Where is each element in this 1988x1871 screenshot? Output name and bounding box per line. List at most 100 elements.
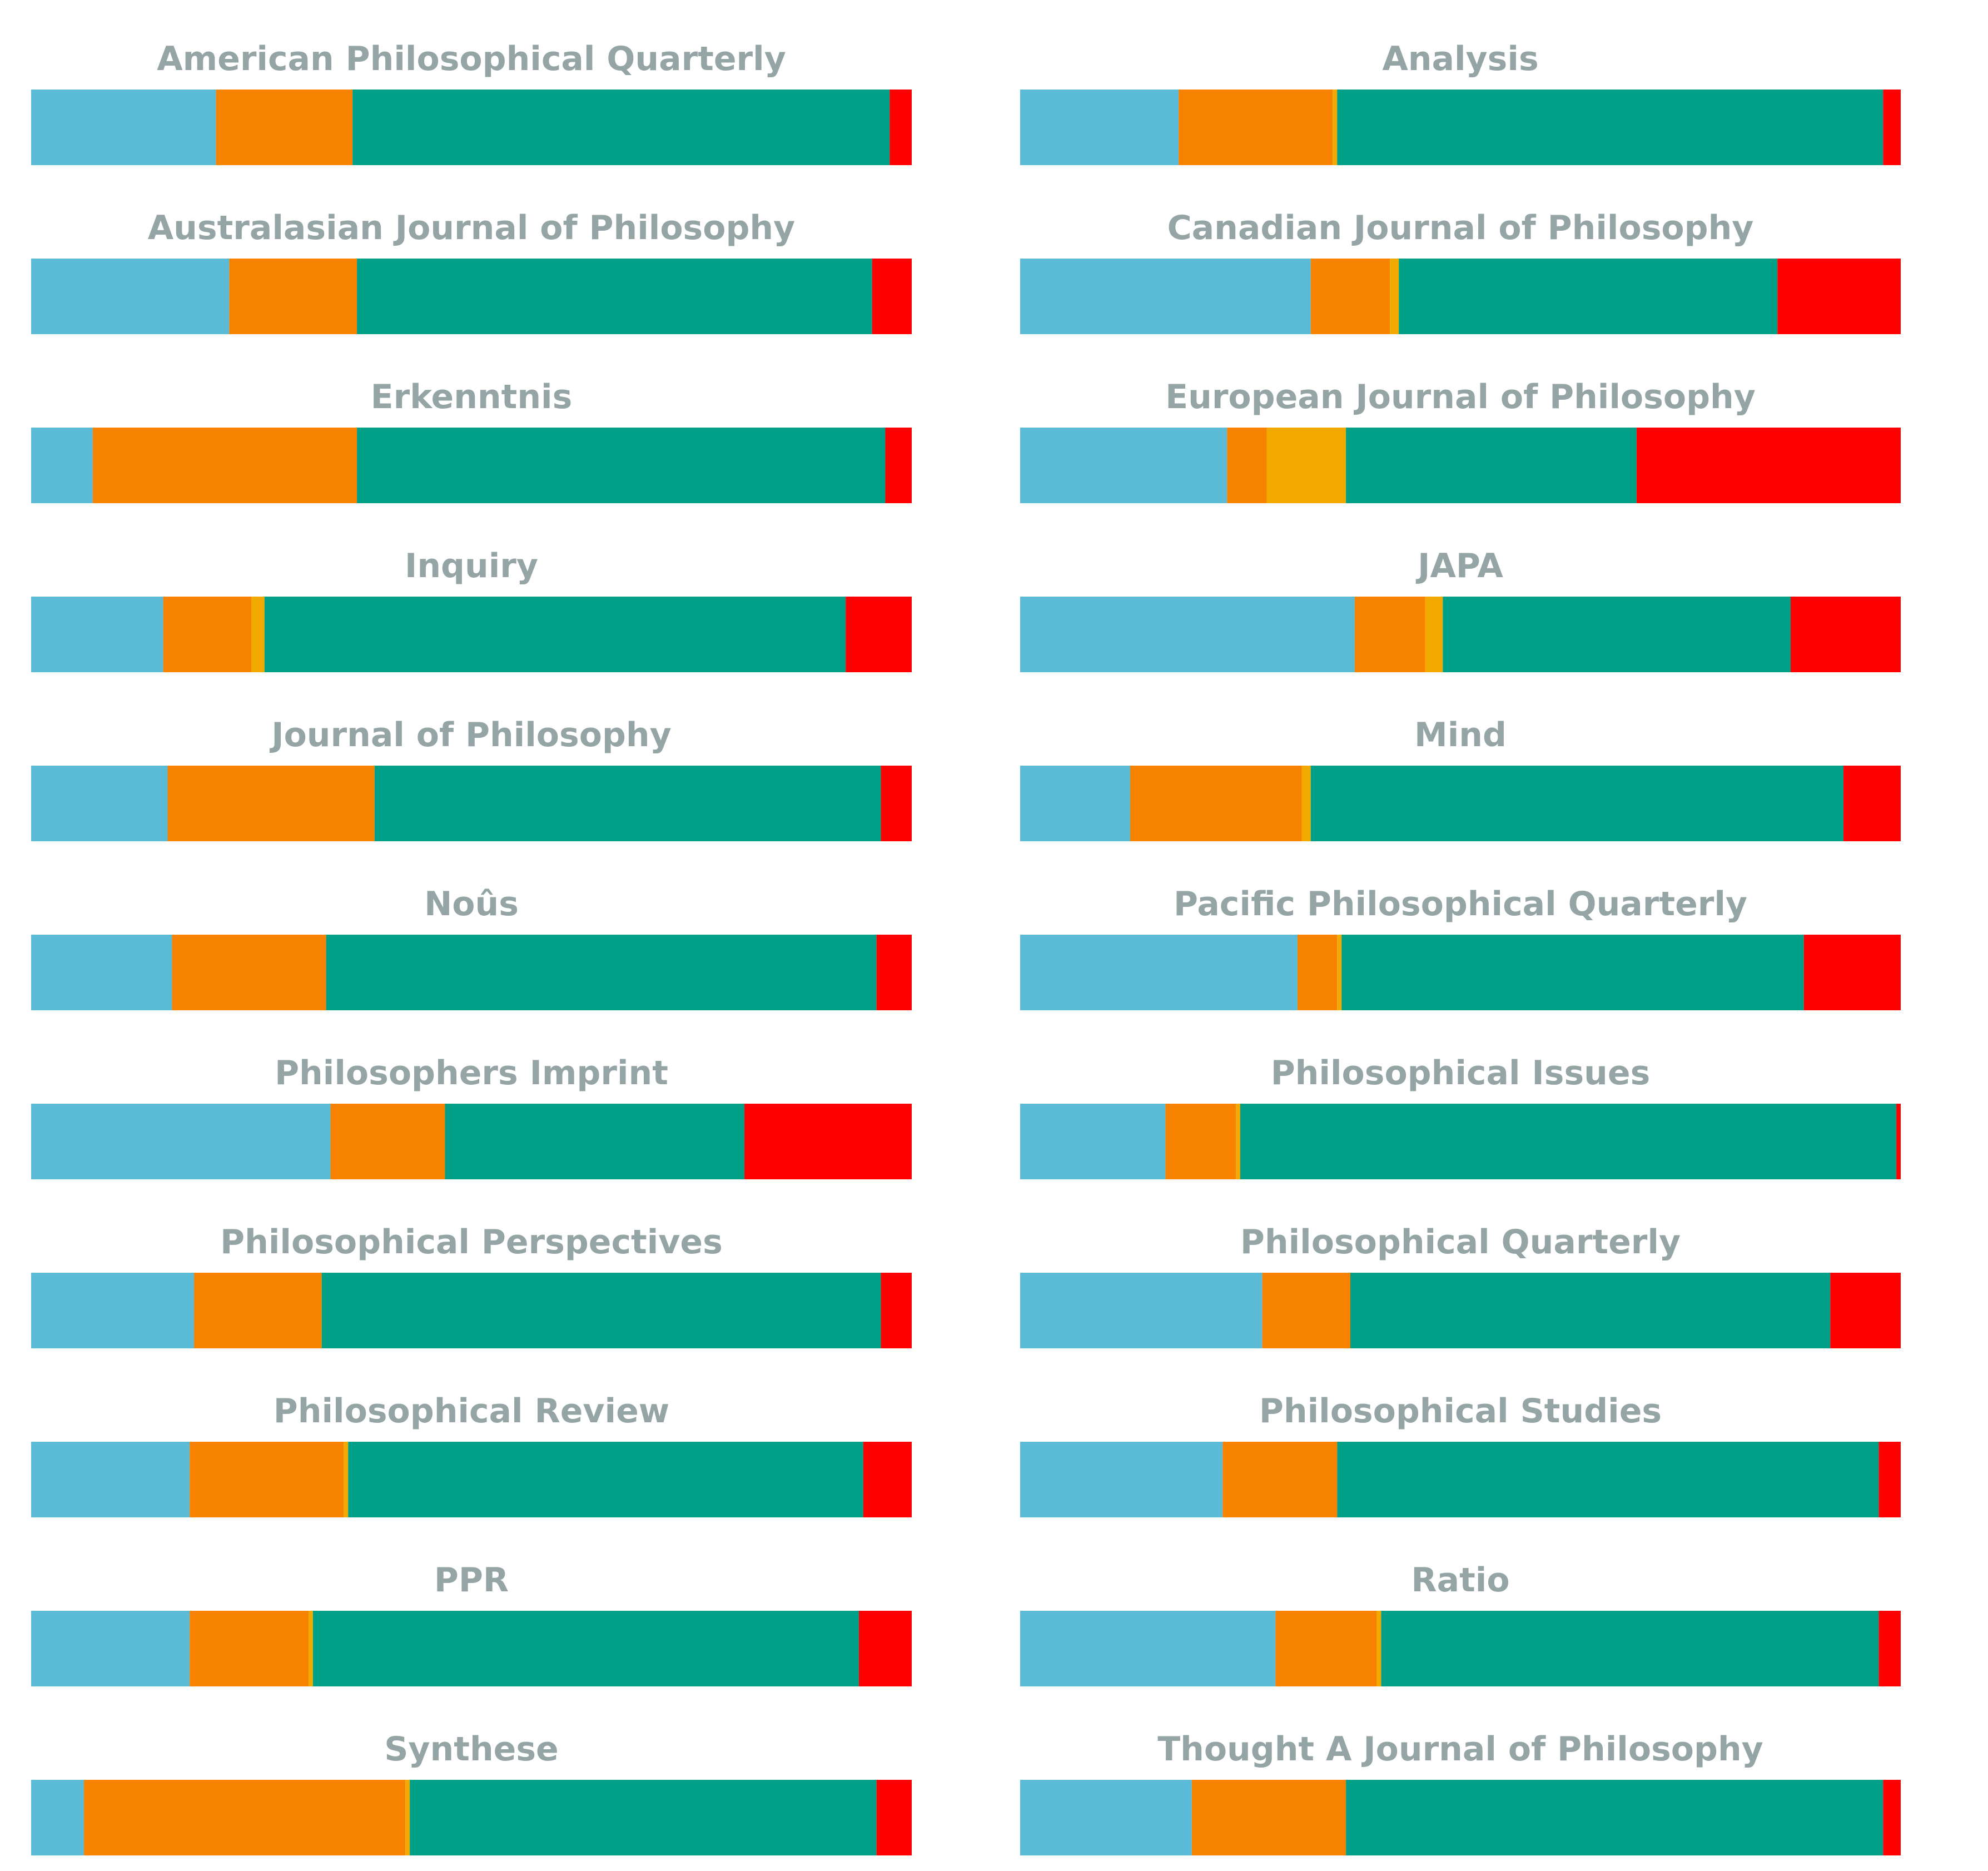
bar-segment-2	[190, 1611, 309, 1686]
bar-segment-1	[31, 1442, 190, 1517]
panel-20: Ratio	[1020, 1561, 1901, 1686]
bar-segment-1	[1020, 428, 1227, 503]
bar-segment-1	[31, 428, 93, 503]
bar-segment-4	[1240, 1104, 1897, 1179]
panel-21: Synthese	[31, 1730, 912, 1855]
bar-segment-5	[1878, 1442, 1901, 1517]
panel-title: Analysis	[1382, 39, 1538, 78]
bar-segment-2	[163, 597, 251, 672]
bar-segment-5	[1843, 766, 1901, 841]
panel-22: Thought A Journal of Philosophy	[1020, 1730, 1901, 1855]
panel-16: Philosophical Quarterly	[1020, 1223, 1901, 1348]
bar-segment-3	[251, 597, 265, 672]
bar-segment-2	[1275, 1611, 1377, 1686]
panel-title: PPR	[434, 1561, 509, 1600]
bar-segment-1	[1020, 259, 1311, 334]
bar-segment-1	[31, 1273, 195, 1348]
bar-segment-3	[1266, 428, 1346, 503]
bar-segment-4	[1337, 1442, 1879, 1517]
bar-segment-2	[1354, 597, 1425, 672]
bar-segment-2	[84, 1780, 406, 1855]
bar-segment-4	[1350, 1273, 1831, 1348]
panel-7: Inquiry	[31, 547, 912, 672]
bar-segment-5	[885, 428, 912, 503]
bar-segment-2	[167, 766, 375, 841]
bar-segment-5	[872, 259, 912, 334]
bar-segment-4	[410, 1780, 877, 1855]
bar-segment-2	[1297, 935, 1338, 1010]
bar-segment-4	[348, 1442, 863, 1517]
bar-segment-5	[1896, 1104, 1901, 1179]
panel-title: Philosophical Quarterly	[1240, 1223, 1681, 1262]
panel-15: Philosophical Perspectives	[31, 1223, 912, 1348]
panel-3: Australasian Journal of Philosophy	[31, 209, 912, 334]
bar-segment-1	[1020, 1780, 1192, 1855]
bar-segment-1	[1020, 1442, 1223, 1517]
panel-title: Ratio	[1411, 1561, 1509, 1600]
panel-19: PPR	[31, 1561, 912, 1686]
bar-segment-3	[1337, 935, 1342, 1010]
bar-segment-5	[881, 766, 912, 841]
panel-title: Noûs	[424, 885, 519, 924]
bar-segment-4	[326, 935, 877, 1010]
bar-segment-5	[1791, 597, 1901, 672]
panel-title: Erkenntnis	[371, 378, 573, 416]
bar-segment-4	[374, 766, 881, 841]
bar-segment-5	[1883, 1780, 1901, 1855]
bar-segment-3	[1236, 1104, 1240, 1179]
bar-segment-4	[445, 1104, 745, 1179]
bar-segment-2	[92, 428, 357, 503]
panel-14: Philosophical Issues	[1020, 1054, 1901, 1179]
panel-title: American Philosophical Quarterly	[157, 39, 786, 78]
panel-title: JAPA	[1415, 547, 1503, 585]
panel-10: Mind	[1020, 716, 1901, 841]
bar-segment-4	[1346, 428, 1637, 503]
bar-segment-1	[31, 1104, 331, 1179]
bar-segment-3	[1301, 766, 1311, 841]
bar-segment-2	[1130, 766, 1302, 841]
panel-title: Philosophical Review	[274, 1392, 669, 1431]
bar-segment-3	[344, 1442, 349, 1517]
bar-segment-1	[1020, 935, 1298, 1010]
bar-segment-4	[1346, 1780, 1883, 1855]
bar-segment-3	[1333, 90, 1338, 165]
bar-segment-2	[330, 1104, 445, 1179]
bar-segment-5	[1830, 1273, 1901, 1348]
panel-17: Philosophical Review	[31, 1392, 912, 1517]
bar-segment-4	[321, 1273, 881, 1348]
bar-segment-5	[846, 597, 912, 672]
panel-title: Pacific Philosophical Quarterly	[1174, 885, 1747, 924]
panel-title: Journal of Philosophy	[269, 716, 671, 755]
bar-segment-1	[31, 935, 172, 1010]
bar-segment-5	[744, 1104, 912, 1179]
panel-6: European Journal of Philosophy	[1020, 378, 1901, 503]
panel-8: JAPA	[1020, 547, 1901, 672]
bar-segment-4	[352, 90, 890, 165]
bar-segment-3	[1425, 597, 1443, 672]
panel-title: Canadian Journal of Philosophy	[1167, 209, 1754, 247]
bar-segment-2	[229, 259, 357, 334]
bar-segment-2	[1179, 90, 1333, 165]
bar-segment-1	[31, 90, 216, 165]
bar-segment-2	[190, 1442, 344, 1517]
bar-segment-4	[264, 597, 846, 672]
bar-segment-4	[1337, 90, 1883, 165]
panel-title: Australasian Journal of Philosophy	[148, 209, 796, 247]
bar-segment-5	[889, 90, 912, 165]
panel-title: European Journal of Philosophy	[1165, 378, 1756, 416]
bar-segment-5	[1878, 1611, 1901, 1686]
panel-18: Philosophical Studies	[1020, 1392, 1901, 1517]
bar-segment-5	[876, 935, 912, 1010]
bar-segment-2	[216, 90, 353, 165]
bar-segment-2	[1227, 428, 1267, 503]
bar-segment-3	[405, 1780, 410, 1855]
bar-segment-3	[1390, 259, 1399, 334]
bar-segment-2	[1262, 1273, 1350, 1348]
bar-segment-5	[876, 1780, 912, 1855]
bar-segment-1	[1020, 90, 1179, 165]
panel-4: Canadian Journal of Philosophy	[1020, 209, 1901, 334]
panel-9: Journal of Philosophy	[31, 716, 912, 841]
panel-title: Thought A Journal of Philosophy	[1157, 1730, 1763, 1769]
panel-2: Analysis	[1020, 39, 1901, 165]
